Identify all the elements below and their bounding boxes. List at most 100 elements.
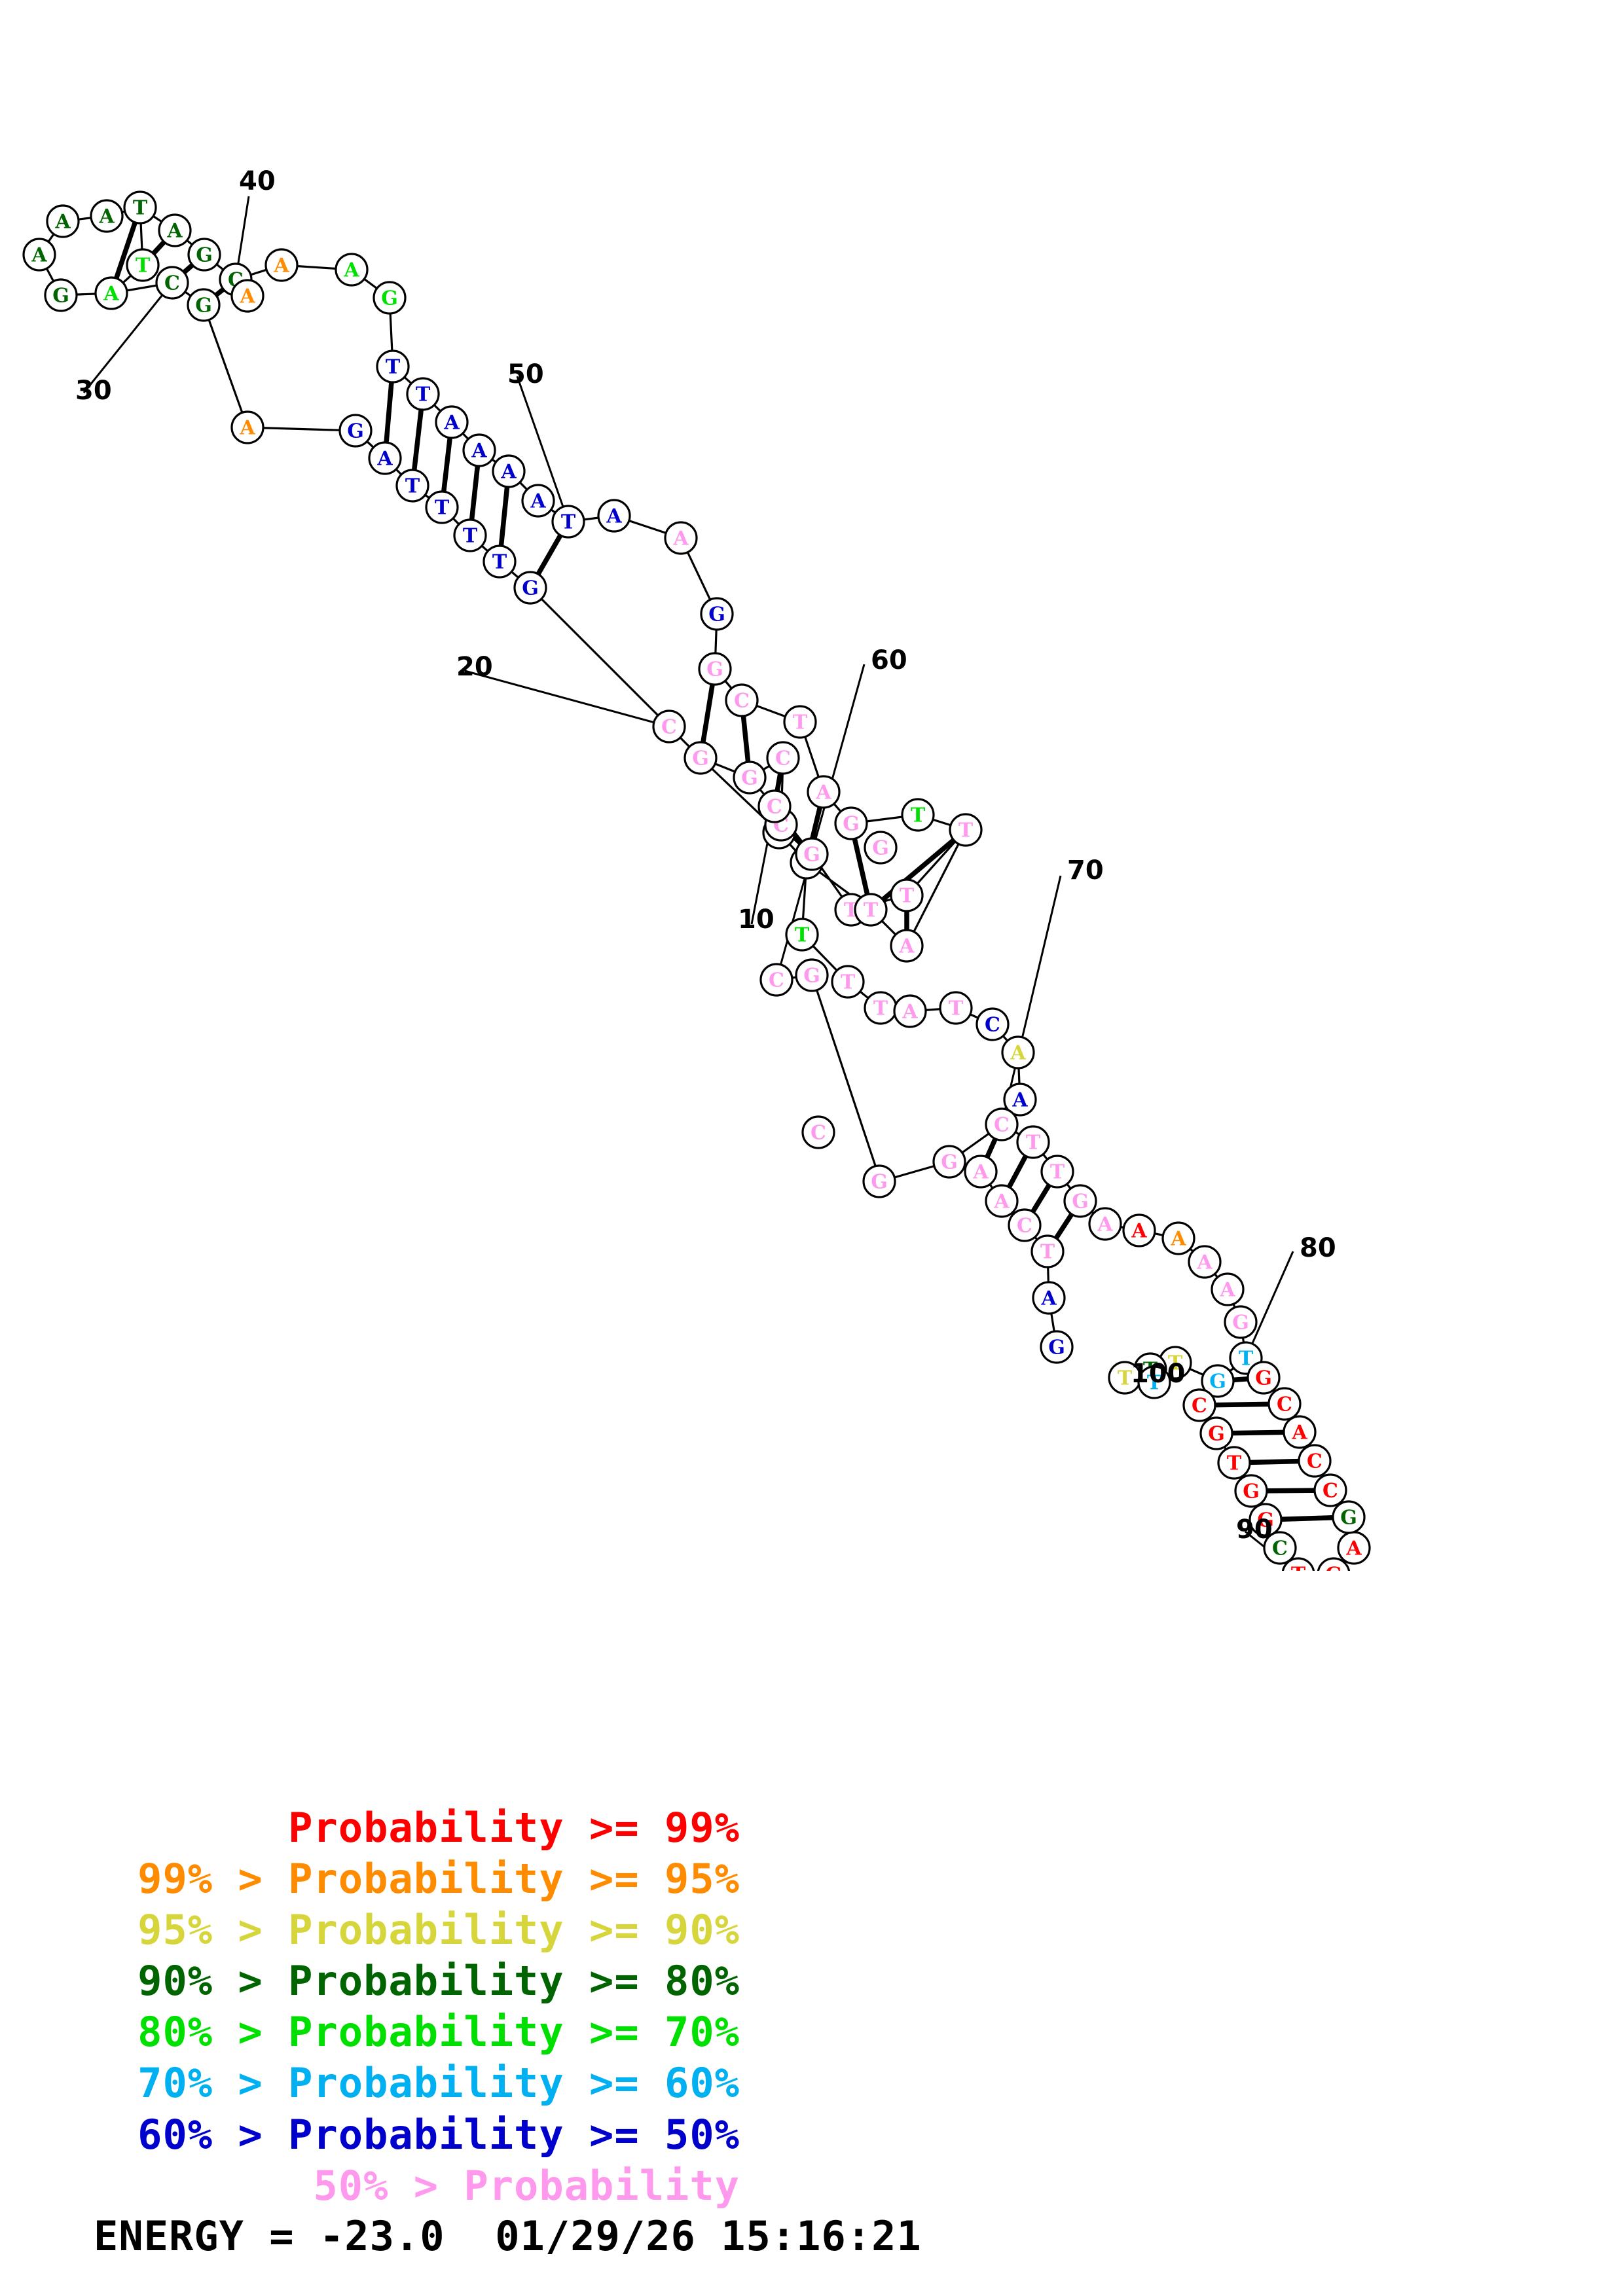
nucleotide[interactable]: T — [939, 991, 973, 1025]
nucleotide[interactable]: A — [1032, 1281, 1066, 1315]
nucleotide[interactable]: G — [1249, 1503, 1283, 1537]
nucleotide[interactable]: G — [733, 761, 767, 795]
nucleotide[interactable]: G — [1199, 1416, 1233, 1450]
nucleotide[interactable]: G — [513, 571, 547, 605]
nucleotide[interactable]: A — [1188, 1245, 1222, 1279]
nucleotide[interactable]: A — [230, 279, 264, 313]
nucleotide[interactable]: G — [1063, 1184, 1097, 1218]
nucleotide[interactable]: T — [1030, 1234, 1065, 1268]
nucleotide[interactable]: C — [155, 266, 189, 300]
nucleotide[interactable]: A — [1283, 1415, 1317, 1449]
nucleotide[interactable]: A — [1088, 1207, 1122, 1241]
nucleotide[interactable]: A — [1211, 1272, 1245, 1306]
nucleotide[interactable]: A — [22, 238, 56, 272]
nucleotide[interactable]: A — [368, 441, 402, 475]
nucleotide[interactable]: C — [976, 1007, 1010, 1041]
nucleotide[interactable]: G — [373, 281, 407, 315]
nucleotide-base-letter: A — [239, 417, 255, 440]
nucleotide[interactable]: G — [932, 1145, 966, 1179]
nucleotide[interactable]: C — [985, 1107, 1019, 1141]
nucleotide[interactable]: A — [435, 405, 469, 439]
nucleotide[interactable]: G — [1224, 1305, 1258, 1339]
nucleotide[interactable]: G — [1201, 1364, 1235, 1398]
nucleotide[interactable]: A — [1003, 1083, 1037, 1117]
nucleotide[interactable]: A — [335, 253, 369, 287]
nucleotide[interactable]: A — [893, 994, 927, 1028]
nucleotide[interactable]: T — [425, 490, 459, 524]
nucleotide[interactable]: G — [864, 831, 898, 865]
nucleotide[interactable]: A — [46, 204, 80, 238]
nucleotide[interactable]: C — [1008, 1208, 1042, 1242]
nucleotide[interactable]: T — [949, 813, 983, 847]
nucleotide[interactable]: T — [783, 705, 817, 739]
nucleotide[interactable]: G — [338, 414, 373, 448]
nucleotide[interactable]: T — [453, 518, 487, 552]
nucleotide[interactable]: T — [1040, 1155, 1074, 1189]
nucleotide[interactable]: A — [94, 276, 128, 310]
nucleotide-base-letter: C — [767, 796, 782, 819]
nucleotide[interactable]: T — [1108, 1361, 1142, 1395]
nucleotide[interactable]: T — [854, 893, 888, 927]
nucleotide[interactable]: G — [862, 1164, 896, 1198]
nucleotide[interactable]: C — [1298, 1444, 1332, 1478]
nucleotide[interactable]: T — [123, 190, 157, 224]
nucleotide[interactable]: T — [864, 991, 898, 1025]
nucleotide[interactable]: C — [1313, 1473, 1347, 1507]
nucleotide[interactable]: G — [834, 806, 868, 840]
nucleotide[interactable]: G — [795, 837, 829, 871]
nucleotide[interactable]: A — [807, 775, 841, 809]
nucleotide[interactable]: G — [1332, 1500, 1366, 1534]
nucleotide-circle — [521, 484, 555, 518]
nucleotide[interactable]: A — [964, 1155, 998, 1189]
nucleotide[interactable]: A — [90, 199, 124, 233]
nucleotide[interactable]: G — [698, 652, 732, 686]
nucleotide[interactable]: A — [462, 433, 496, 467]
nucleotide[interactable]: G — [795, 958, 829, 992]
nucleotide[interactable]: G — [1234, 1474, 1268, 1508]
nucleotide[interactable]: G — [1040, 1330, 1074, 1364]
nucleotide[interactable]: C — [1267, 1387, 1302, 1421]
nucleotide[interactable]: G — [44, 278, 78, 312]
nucleotide[interactable]: A — [230, 410, 264, 444]
nucleotide[interactable]: T — [406, 377, 440, 411]
nucleotide[interactable]: A — [158, 213, 192, 247]
nucleotide[interactable]: G — [1247, 1361, 1281, 1395]
nucleotide[interactable]: C — [766, 741, 800, 775]
nucleotide[interactable]: C — [759, 963, 793, 997]
nucleotide[interactable]: C — [801, 1115, 835, 1149]
nucleotide[interactable]: A — [521, 484, 555, 518]
nucleotide[interactable]: T — [1016, 1125, 1050, 1159]
nucleotide[interactable]: T — [1137, 1365, 1171, 1399]
nucleotide[interactable]: A — [492, 454, 526, 488]
nucleotide[interactable]: T — [831, 965, 865, 999]
nucleotide[interactable]: C — [725, 683, 759, 717]
nucleotide[interactable]: G — [700, 597, 734, 631]
nucleotide[interactable]: C — [1182, 1388, 1216, 1422]
nucleotide[interactable]: T — [395, 469, 429, 503]
nucleotide[interactable]: A — [1122, 1213, 1156, 1247]
nucleotide[interactable]: T — [1217, 1446, 1251, 1480]
nucleotide[interactable]: T — [785, 918, 819, 952]
nucleotide[interactable]: A — [264, 248, 299, 282]
nucleotide[interactable]: G — [187, 288, 221, 322]
nucleotide[interactable]: A — [890, 929, 924, 963]
nucleotide[interactable]: A — [597, 499, 631, 533]
nucleotide[interactable]: T — [126, 248, 160, 282]
nucleotide[interactable]: T — [551, 505, 585, 539]
nucleotide[interactable]: G — [1317, 1557, 1351, 1571]
nucleotide[interactable]: A — [1001, 1035, 1035, 1069]
nucleotide[interactable]: T — [483, 545, 517, 579]
nucleotide[interactable]: A — [1161, 1221, 1195, 1255]
nucleotide[interactable]: C — [652, 709, 686, 744]
nucleotide[interactable]: A — [985, 1184, 1019, 1218]
nucleotide[interactable]: G — [187, 238, 221, 272]
nucleotide[interactable]: T — [376, 350, 410, 384]
nucleotide[interactable]: T — [901, 798, 935, 832]
nucleotide[interactable]: T — [1281, 1557, 1315, 1571]
nucleotide[interactable]: A — [1337, 1531, 1371, 1565]
nucleotide[interactable]: C — [757, 789, 792, 823]
nucleotide[interactable]: T — [890, 878, 924, 912]
nucleotide[interactable]: C — [1263, 1531, 1297, 1565]
nucleotide[interactable]: A — [664, 521, 698, 555]
nucleotide[interactable]: G — [684, 741, 718, 775]
